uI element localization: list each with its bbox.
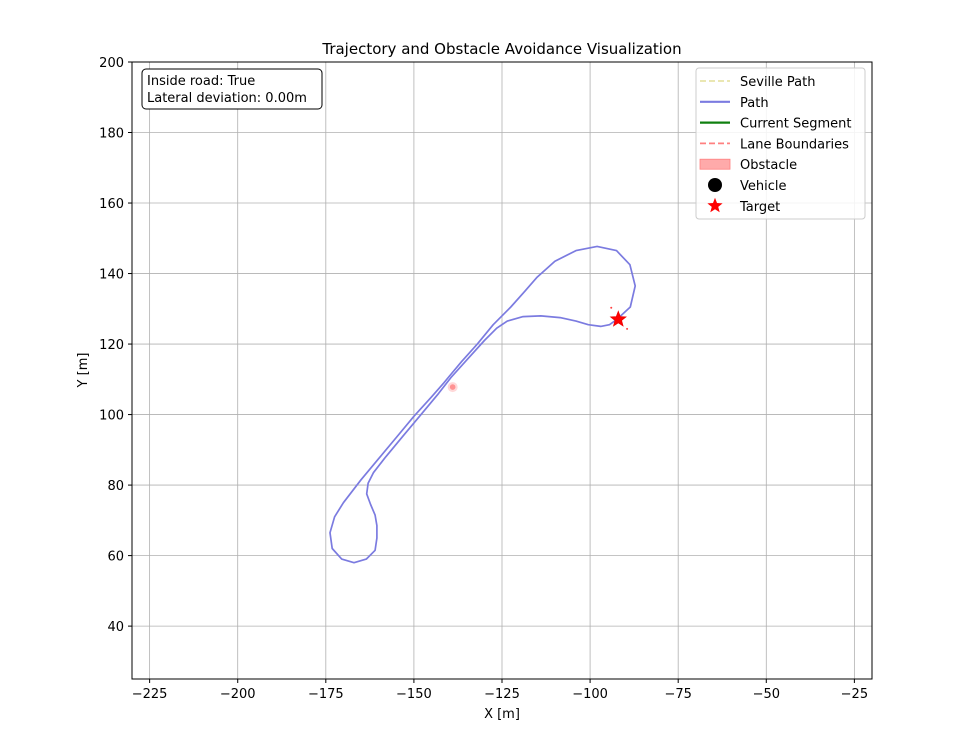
y-tick-label: 40 <box>107 620 124 635</box>
x-tick-label: −50 <box>753 687 780 702</box>
legend-entry: Target <box>707 197 780 215</box>
legend-patch-swatch <box>699 158 731 170</box>
info-box: Inside road: True Lateral deviation: 0.0… <box>141 68 323 110</box>
y-tick-label: 160 <box>99 197 124 212</box>
legend-label: Seville Path <box>740 75 815 90</box>
legend-frame <box>695 67 866 220</box>
legend-label: Obstacle <box>740 158 797 173</box>
legend-entries: Seville Path Path Current Segment Lane Boun… <box>699 75 851 215</box>
legend-entry: Obstacle <box>699 158 797 173</box>
x-tick-label: −225 <box>132 687 168 702</box>
legend-entry: Vehicle <box>708 178 787 194</box>
legend-entry: Lane Boundaries <box>700 137 849 152</box>
info-box-frame <box>141 68 323 110</box>
x-tick-label: −125 <box>484 687 520 702</box>
axis-ticks: −225 −200 −175 −150 −125 −100 −75 −50 −25 40 60 80 1… <box>99 56 868 702</box>
y-tick-label: 100 <box>99 409 124 424</box>
lane-boundary-mark <box>626 327 629 330</box>
y-tick-label: 200 <box>99 56 124 71</box>
y-tick-label: 140 <box>99 268 124 283</box>
x-axis-label: X [m] <box>484 707 520 722</box>
x-tick-label: −150 <box>396 687 432 702</box>
legend-label: Vehicle <box>740 179 787 194</box>
y-tick-label: 120 <box>99 338 124 353</box>
x-tick-label: −25 <box>841 687 868 702</box>
legend-circle-swatch <box>708 178 722 192</box>
x-tick-label: −175 <box>308 687 344 702</box>
y-tick-label: 180 <box>99 127 124 142</box>
chart-title: Trajectory and Obstacle Avoidance Visual… <box>321 40 681 58</box>
y-tick-label: 60 <box>107 550 124 565</box>
x-tick-label: −100 <box>572 687 608 702</box>
obstacle-marker <box>449 384 456 390</box>
y-axis-label: Y [m] <box>76 353 91 389</box>
legend-label: Lane Boundaries <box>740 137 849 152</box>
target-star <box>609 310 627 327</box>
lane-boundary-mark <box>610 306 613 309</box>
legend-label: Target <box>739 200 780 215</box>
info-lateral-deviation: Lateral deviation: 0.00m <box>147 91 307 106</box>
path-line <box>329 245 637 564</box>
legend-label: Path <box>740 96 769 111</box>
legend-star-swatch <box>707 197 723 213</box>
y-tick-label: 80 <box>107 479 124 494</box>
plot-area <box>329 245 637 564</box>
x-tick-label: −200 <box>220 687 256 702</box>
x-tick-label: −75 <box>664 687 691 702</box>
legend: Seville Path Path Current Segment Lane Boun… <box>695 67 866 220</box>
legend-label: Current Segment <box>740 117 851 132</box>
info-inside-road: Inside road: True <box>147 74 255 89</box>
legend-entry: Current Segment <box>700 117 851 132</box>
legend-entry: Seville Path <box>700 75 815 90</box>
legend-entry: Path <box>700 96 769 111</box>
